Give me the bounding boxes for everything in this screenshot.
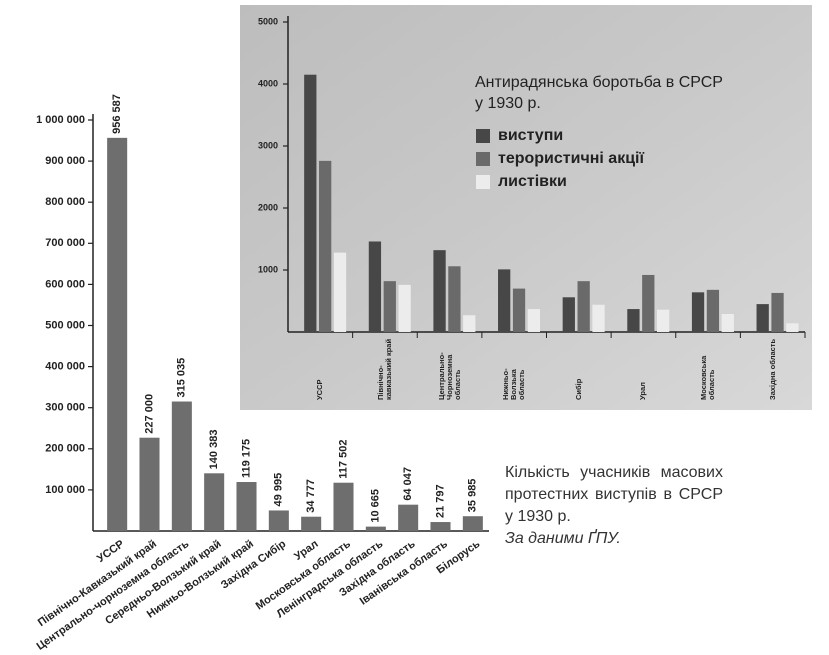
x-tick-label: Урал: [638, 382, 648, 400]
value-label: 21 797: [434, 484, 446, 518]
legend-swatch: [476, 152, 490, 166]
bar: [433, 250, 446, 332]
legend-title: Антирадянська боротьба в СРСР у 1930 р.: [475, 74, 723, 112]
caption: Кількість учасників масових протестних в…: [505, 462, 723, 550]
x-tick-label: Сибір: [573, 378, 583, 400]
legend-swatch: [476, 129, 490, 143]
value-label: 64 047: [402, 467, 414, 501]
x-tick-label: Центрально-Чорноземна область: [436, 352, 462, 400]
y-tick-label: 400 000: [45, 361, 85, 373]
bar: [301, 516, 322, 531]
value-label: 10 665: [370, 489, 382, 523]
bar: [691, 292, 705, 332]
y-tick-label: 800 000: [45, 196, 85, 208]
bar: [319, 160, 332, 332]
y-tick-label: 4000: [258, 78, 278, 88]
bar: [498, 269, 511, 332]
bar: [562, 297, 575, 332]
x-tick-label: УССР: [315, 379, 325, 400]
x-tick-label: Північно-кавказький край: [375, 338, 393, 400]
bar: [107, 137, 128, 531]
legend-label: листівки: [498, 173, 567, 190]
bar: [448, 266, 461, 332]
bar: [577, 281, 590, 332]
y-tick-label: 300 000: [45, 402, 85, 414]
legend-label: терористичні акції: [498, 150, 644, 167]
y-tick-label: 3000: [258, 140, 278, 150]
y-tick-label: 500 000: [45, 319, 85, 331]
bar: [333, 252, 347, 332]
panel-background: [240, 5, 812, 410]
y-tick-label: 1 000 000: [36, 114, 85, 126]
bar: [139, 437, 160, 531]
y-tick-label: 100 000: [45, 484, 85, 496]
bar: [398, 284, 411, 332]
x-tick-label: Московська область: [699, 355, 717, 400]
bar: [365, 526, 386, 531]
bar: [462, 516, 483, 531]
x-tick-label: Нижньо-Волзька область: [501, 368, 527, 400]
bar: [771, 292, 784, 332]
bar: [527, 309, 541, 332]
y-tick-label: 700 000: [45, 237, 85, 249]
y-tick-label: 600 000: [45, 278, 85, 290]
bar: [657, 309, 670, 332]
y-tick-label: 200 000: [45, 443, 85, 455]
bar: [721, 314, 734, 332]
bar: [786, 323, 799, 332]
value-label: 34 777: [305, 479, 317, 513]
caption-text: Кількість учасників масових протестних в…: [505, 464, 723, 525]
bar: [592, 304, 605, 332]
y-tick-label: 2000: [258, 202, 278, 212]
caption-source: За даними ҐПУ.: [505, 530, 621, 547]
bar: [627, 309, 640, 332]
bar: [333, 482, 354, 531]
bar: [398, 504, 419, 531]
y-tick-label: 5000: [258, 16, 278, 26]
legend-swatch: [476, 175, 490, 189]
bar: [204, 473, 225, 531]
bar: [383, 281, 396, 332]
value-label: 315 035: [176, 358, 188, 398]
y-tick-label: 1000: [258, 264, 278, 274]
bar: [368, 241, 382, 332]
bar: [756, 304, 769, 332]
bar: [463, 315, 476, 332]
bar: [171, 401, 192, 531]
value-label: 119 175: [240, 439, 252, 478]
value-label: 49 995: [273, 473, 285, 507]
x-tick-label: Західна область: [767, 338, 777, 400]
bar: [642, 274, 655, 332]
value-label: 35 985: [467, 479, 479, 513]
value-label: 227 000: [143, 394, 155, 434]
bar: [236, 482, 257, 531]
x-tick-label: Північно-Кавказький край: [36, 538, 159, 629]
legend-label: виступи: [498, 127, 563, 144]
value-label: 140 383: [208, 430, 220, 470]
value-label: 117 502: [337, 440, 349, 479]
bar: [706, 289, 720, 332]
bar: [304, 74, 317, 332]
bar: [268, 510, 289, 531]
y-tick-label: 900 000: [45, 155, 85, 167]
bar: [512, 288, 526, 332]
bar: [430, 522, 451, 531]
value-label: 956 587: [111, 94, 123, 134]
